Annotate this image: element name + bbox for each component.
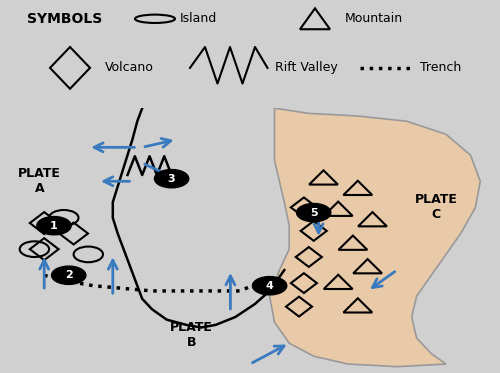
Text: PLATE
A: PLATE A — [18, 167, 60, 195]
Circle shape — [252, 277, 287, 295]
Text: 5: 5 — [310, 208, 318, 217]
Text: PLATE
B: PLATE B — [170, 321, 212, 350]
Text: Mountain: Mountain — [345, 12, 403, 25]
Text: 3: 3 — [168, 174, 175, 184]
Polygon shape — [270, 108, 480, 367]
Text: 1: 1 — [50, 221, 58, 231]
Text: PLATE
C: PLATE C — [415, 193, 458, 222]
Text: Trench: Trench — [420, 62, 461, 74]
Circle shape — [296, 204, 331, 222]
Text: 2: 2 — [65, 270, 72, 280]
Text: SYMBOLS: SYMBOLS — [28, 12, 102, 26]
Circle shape — [154, 169, 189, 188]
Circle shape — [52, 266, 86, 285]
Text: Island: Island — [180, 12, 217, 25]
Text: Volcano: Volcano — [105, 62, 154, 74]
Text: Rift Valley: Rift Valley — [275, 62, 338, 74]
Circle shape — [37, 216, 71, 235]
Text: 4: 4 — [266, 281, 274, 291]
